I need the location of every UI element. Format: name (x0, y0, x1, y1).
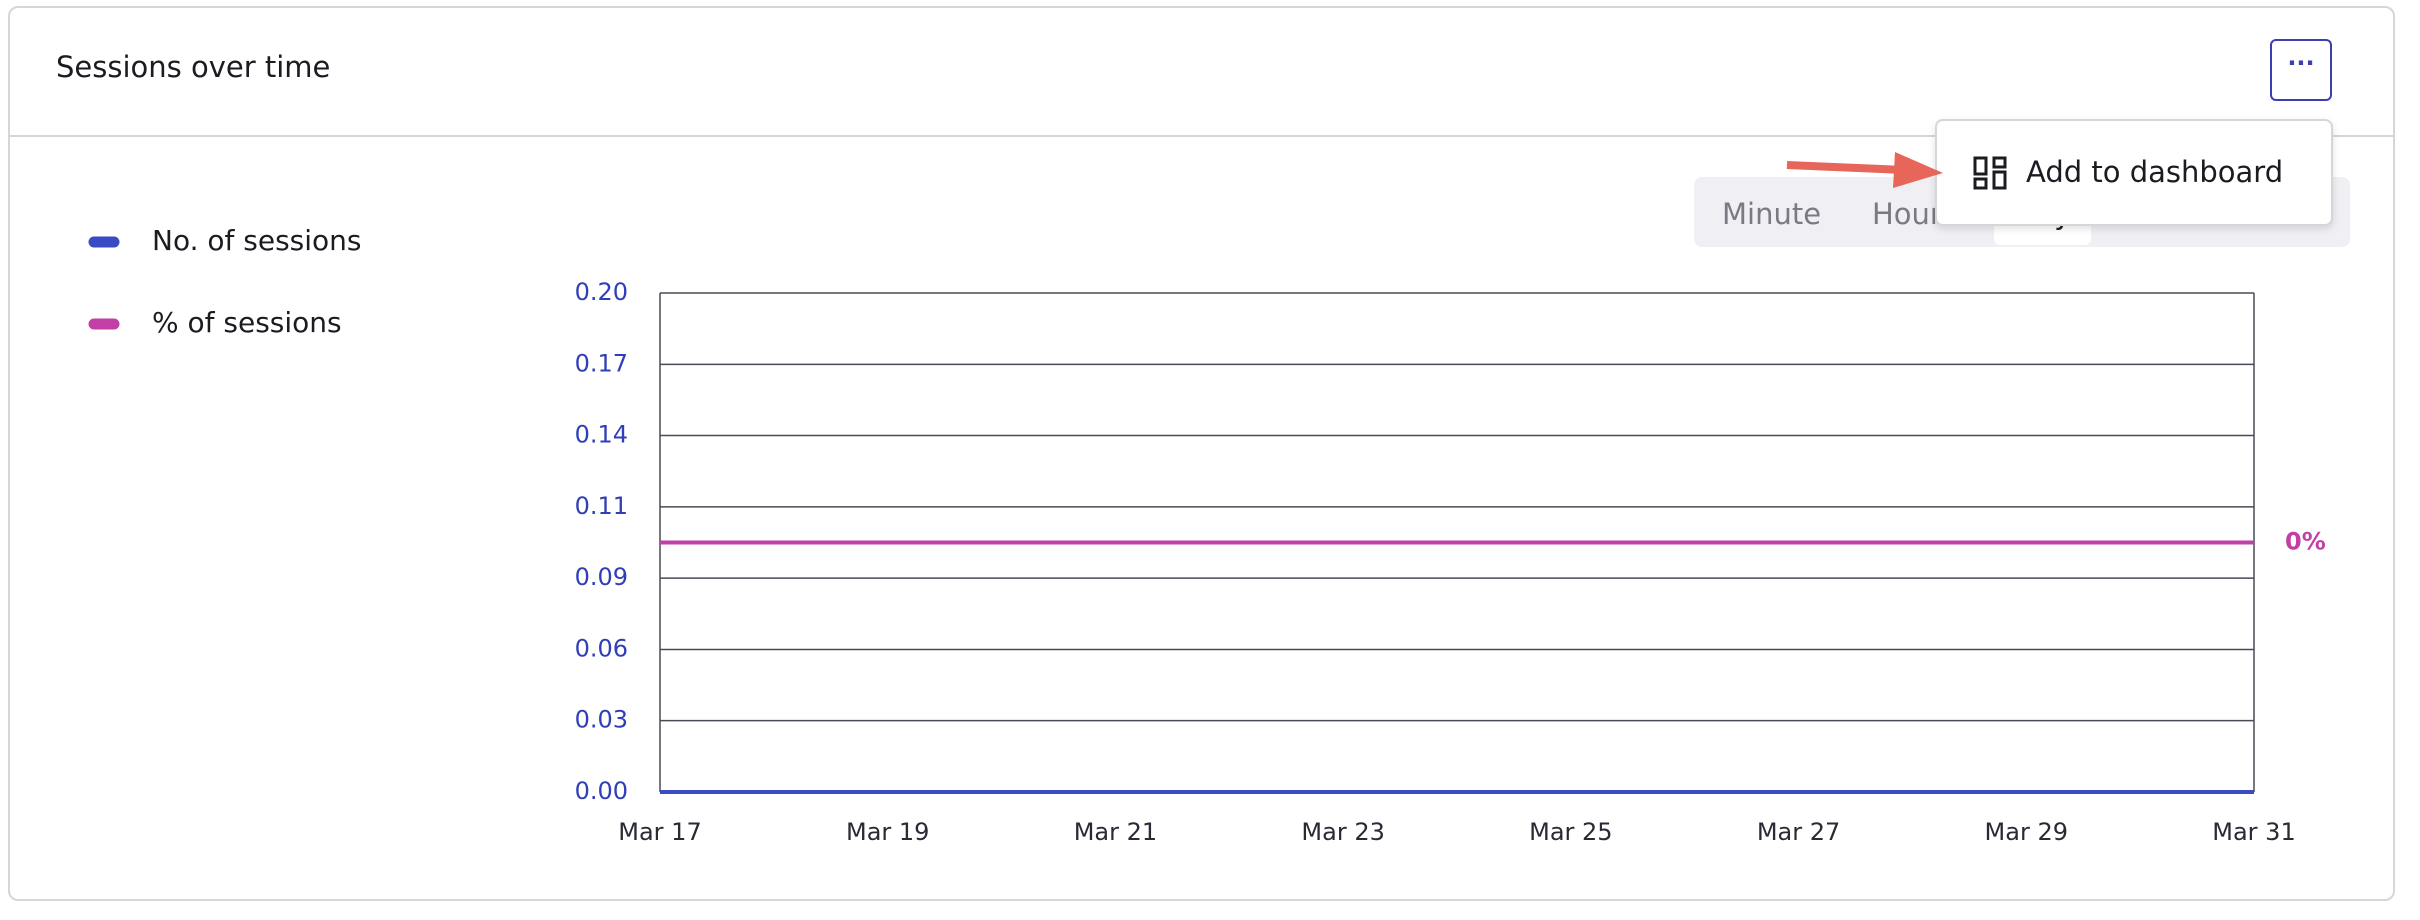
y-tick-label: 0.00 (575, 777, 628, 805)
menu-item[interactable]: Add to dashboard (2026, 155, 2284, 189)
tab[interactable]: Hour (1872, 197, 1942, 231)
divider (8, 135, 2395, 137)
dashboard-icon (1973, 156, 2007, 190)
y-tick-label: 0.14 (575, 420, 628, 448)
card (8, 6, 2395, 901)
x-tick-label: Mar 19 (846, 818, 929, 846)
y-tick-label: 0.20 (575, 278, 628, 306)
y-tick-label: 0.03 (575, 706, 628, 734)
x-tick-label: Mar 29 (1985, 818, 2068, 846)
card-title: Sessions over time (56, 50, 331, 84)
x-tick-label: Mar 17 (618, 818, 701, 846)
x-tick-label: Mar 25 (1529, 818, 1612, 846)
x-tick-label: Mar 31 (2212, 818, 2295, 846)
value-label: 0% (2285, 528, 2326, 556)
more-menu-button[interactable]: ··· (2270, 39, 2332, 101)
dropdown-menu: Add to dashboard (1935, 119, 2333, 226)
x-tick-label: Mar 27 (1757, 818, 1840, 846)
annotation-arrow (1786, 152, 1943, 188)
legend-label: % of sessions (152, 306, 342, 339)
tab[interactable]: Minute (1722, 197, 1822, 231)
x-tick-label: Mar 21 (1074, 818, 1157, 846)
x-tick-label: Mar 23 (1301, 818, 1384, 846)
y-tick-label: 0.06 (575, 635, 628, 663)
y-tick-label: 0.17 (575, 349, 628, 377)
y-tick-label: 0.11 (575, 492, 628, 520)
legend-label: No. of sessions (152, 224, 362, 257)
y-tick-label: 0.09 (575, 563, 628, 591)
